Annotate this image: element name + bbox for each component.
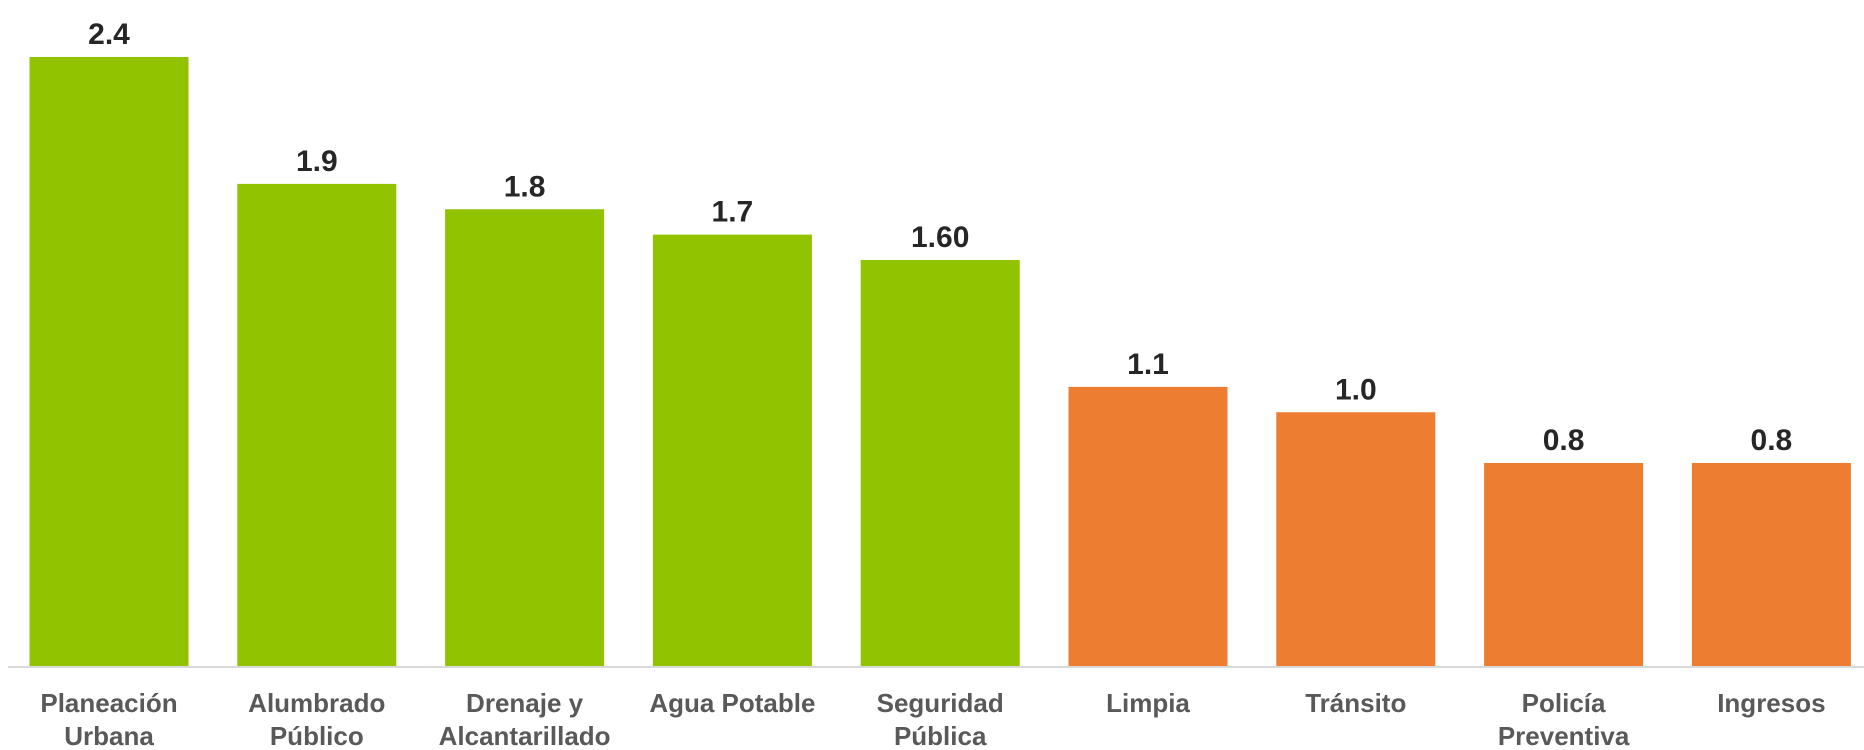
category-label-5-line-0: Limpia <box>1106 688 1190 718</box>
data-label-2: 1.8 <box>504 170 546 203</box>
bar-8 <box>1691 463 1851 666</box>
category-label-4-line-1: Pública <box>894 721 987 750</box>
data-label-7: 0.8 <box>1543 424 1585 457</box>
category-label-2-line-1: Alcantarillado <box>439 721 611 750</box>
category-label-6-line-0: Tránsito <box>1305 688 1406 718</box>
category-label-2-line-0: Drenaje y <box>466 688 584 718</box>
bars-group <box>29 57 1851 666</box>
bar-7 <box>1484 463 1644 666</box>
bar-1 <box>237 183 397 666</box>
category-label-7-line-1: Preventiva <box>1498 721 1630 750</box>
data-label-4: 1.60 <box>911 221 969 254</box>
data-label-0: 2.4 <box>88 18 130 51</box>
data-label-8: 0.8 <box>1751 424 1793 457</box>
bar-6 <box>1276 412 1436 666</box>
category-label-8-line-0: Ingresos <box>1717 688 1825 718</box>
bar-5 <box>1068 386 1228 666</box>
bar-2 <box>445 209 605 666</box>
value-labels-group: 2.4 1.9 1.8 1.7 1.60 1.1 1.0 0.8 0.8 <box>88 18 1792 457</box>
category-label-4-line-0: Seguridad <box>877 688 1004 718</box>
data-label-6: 1.0 <box>1335 373 1377 406</box>
bar-3 <box>652 234 812 666</box>
bar-4 <box>860 260 1020 666</box>
category-label-0-line-0: Planeación <box>40 688 177 718</box>
category-label-7-line-0: Policía <box>1522 688 1606 718</box>
category-label-3-line-0: Agua Potable <box>649 688 815 718</box>
bar-0 <box>29 57 189 666</box>
data-label-5: 1.1 <box>1127 348 1169 381</box>
category-label-1-line-1: Público <box>270 721 364 750</box>
data-label-3: 1.7 <box>712 196 754 229</box>
category-label-0-line-1: Urbana <box>64 721 154 750</box>
category-label-1-line-0: Alumbrado <box>248 688 385 718</box>
category-labels-group: Planeación Urbana Alumbrado Público Drenaje … <box>40 688 1825 750</box>
data-label-1: 1.9 <box>296 145 338 178</box>
